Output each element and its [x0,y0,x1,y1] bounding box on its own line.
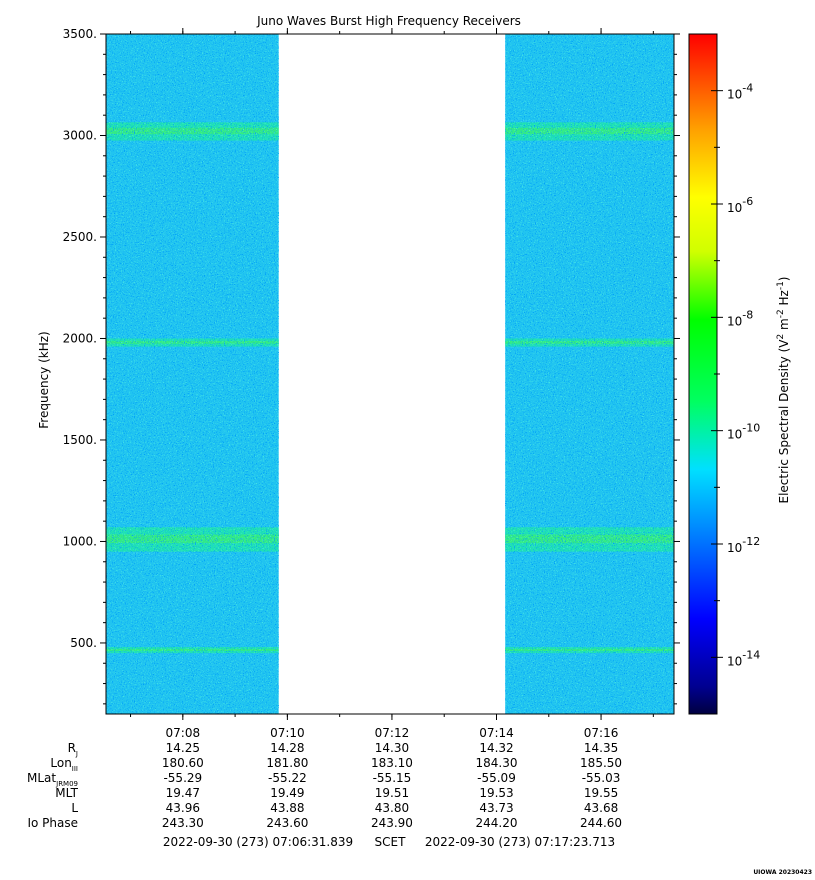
plot-frame [105,33,675,715]
ephemeris-value: -55.29 [163,771,202,785]
ephemeris-row-label: RJ [68,741,78,758]
colorbar-tick-label: 10-14 [727,648,760,668]
y-tick-label: 3500. [63,27,97,41]
ephemeris-value: 43.96 [166,801,200,815]
colorbar-label-main: Electric Spectral Density (V [777,339,791,504]
ephemeris-value: 14.35 [584,741,618,755]
x-tick-label: 07:16 [584,726,619,740]
y-tick-label: 1500. [63,433,97,447]
colorbar-gradient [688,33,718,715]
ephemeris-value: 19.49 [270,786,304,800]
x-tick-label: 07:14 [479,726,514,740]
colorbar-tick-label: 10-10 [727,422,760,442]
credit-stamp: UIOWA 20230423 [753,869,812,876]
ephemeris-value: 181.80 [266,756,308,770]
ephemeris-value: 19.53 [479,786,513,800]
footer-start: 2022-09-30 (273) 07:06:31.839 [163,835,353,849]
colorbar-label-mid2: Hz [777,290,791,309]
ephemeris-row-label: Io Phase [27,816,78,830]
y-axis-label: Frequency (kHz) [37,331,51,428]
ephemeris-value: 14.32 [479,741,513,755]
ephemeris-value: 14.30 [375,741,409,755]
ephemeris-value: 43.88 [270,801,304,815]
ephemeris-value: 14.25 [166,741,200,755]
colorbar-label-sup1: 2 [776,334,786,340]
ephemeris-value: -55.09 [477,771,516,785]
ephemeris-value: 19.55 [584,786,618,800]
colorbar-tick-label: 10-12 [727,535,760,555]
ephemeris-value: -55.22 [268,771,307,785]
ephemeris-table: RJ 14.25 14.28 14.30 14.32 14.35 LonIII 180.60 1… [27,741,622,830]
colorbar-tick-label: 10-6 [727,195,753,215]
y-tick-label: 2000. [63,331,97,345]
ephemeris-value: 244.20 [475,816,517,830]
ephemeris-value: 184.30 [475,756,517,770]
ephemeris-row-label: L [71,801,78,815]
footer-end: 2022-09-30 (273) 07:17:23.713 [425,835,615,849]
ephemeris-row-label: MLT [55,786,78,800]
ephemeris-value: 14.28 [270,741,304,755]
colorbar-tick-label: 10-8 [727,308,753,328]
y-tick-label: 2500. [63,230,97,244]
ephemeris-value: -55.15 [373,771,412,785]
ephemeris-value: 43.73 [479,801,513,815]
colorbar-tick-label: 10-4 [727,82,753,102]
colorbar-label-end: ) [777,276,791,281]
y-tick-label: 1000. [63,534,97,548]
ephemeris-value: 43.68 [584,801,618,815]
spectrogram-noise-light-1 [505,34,674,714]
ephemeris-value: -55.03 [582,771,621,785]
colorbar: 10-4 10-6 10-8 10-10 10-12 10-14 [688,33,760,715]
y-tick-label: 3000. [63,128,97,142]
ephemeris-row-label: LonIII [50,756,78,773]
y-tick-label: 500. [70,636,97,650]
colorbar-label-sup3: -1 [776,281,786,290]
ephemeris-value: 43.80 [375,801,409,815]
x-tick-label: 07:10 [270,726,305,740]
ephemeris-value: 180.60 [162,756,204,770]
axes: 500. 1000. 1500. 2000. 2500. 3000. 3500. 07:08 0… [63,27,680,740]
footer-scet: SCET [375,835,407,849]
chart-title: Juno Waves Burst High Frequency Receiver… [256,14,521,28]
ephemeris-value: 185.50 [580,756,622,770]
ephemeris-row-label: MLatJRM09 [27,771,78,788]
spectrogram-noise-light-0 [106,34,279,714]
ephemeris-value: 243.90 [371,816,413,830]
ephemeris-value: 19.47 [166,786,200,800]
colorbar-label: Electric Spectral Density (V2 m-2 Hz-1) [776,276,791,503]
ephemeris-value: 183.10 [371,756,413,770]
colorbar-label-sup2: -2 [776,309,786,318]
ephemeris-value: 243.30 [162,816,204,830]
x-tick-label: 07:08 [166,726,201,740]
colorbar-label-mid: m [777,318,791,334]
plot-area [106,34,674,714]
ephemeris-value: 19.51 [375,786,409,800]
ephemeris-value: 244.60 [580,816,622,830]
x-tick-label: 07:12 [375,726,410,740]
ephemeris-value: 243.60 [266,816,308,830]
